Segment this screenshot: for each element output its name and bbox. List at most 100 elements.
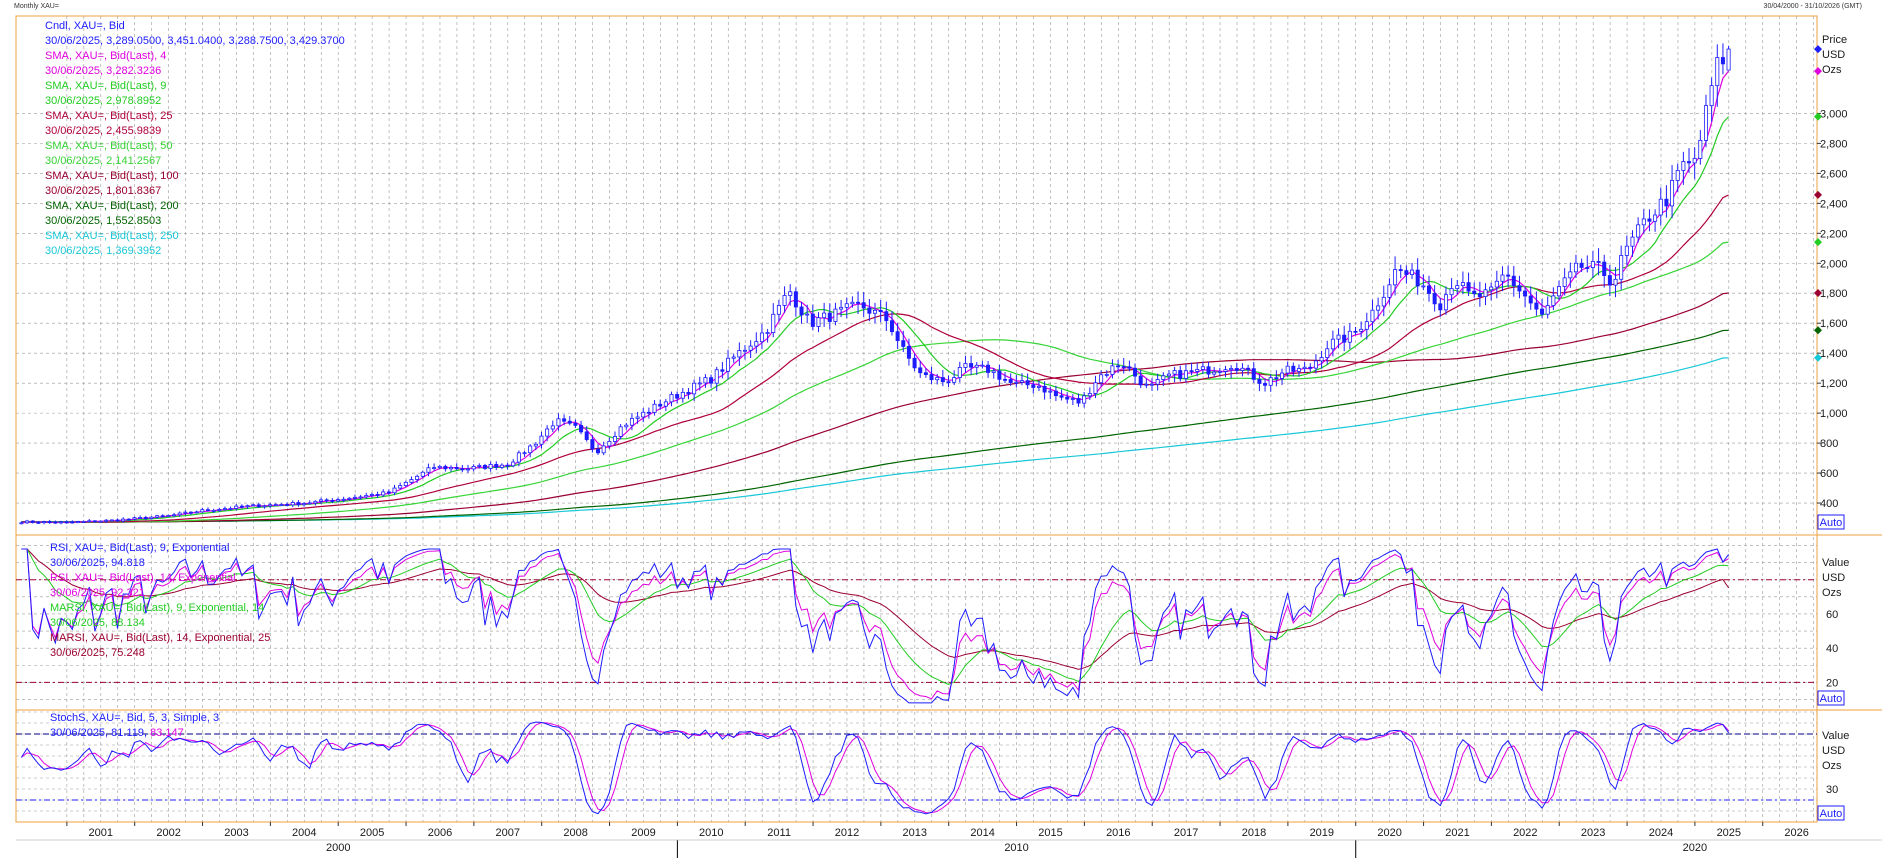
candle-body <box>1393 269 1398 286</box>
candle-body <box>251 504 256 507</box>
candle-body <box>884 311 889 322</box>
price-y-tick-label: 1,600 <box>1820 318 1848 330</box>
candle-body <box>358 496 363 499</box>
candle-body <box>1540 308 1545 315</box>
candle-body <box>1624 245 1629 256</box>
candle-body <box>759 332 764 343</box>
price-auto-button[interactable] <box>1817 514 1845 530</box>
candle-body <box>731 356 736 359</box>
price-y-tick-label: 2,400 <box>1820 198 1848 210</box>
stoch-series-d <box>21 722 1729 814</box>
candle-body <box>64 521 69 524</box>
legend-line: 30/06/2025, 94.818 <box>50 557 145 569</box>
candle-body <box>663 401 668 407</box>
candle-body <box>771 313 776 333</box>
marker-sma25 <box>1814 190 1822 199</box>
candle-body <box>25 520 30 524</box>
rsi-auto-button[interactable] <box>1817 690 1845 706</box>
candle-body <box>607 441 612 447</box>
candle-body <box>1110 365 1115 375</box>
candle-body <box>703 377 708 384</box>
candle-body <box>833 308 838 322</box>
x-tick-label: 2026 <box>1784 827 1808 839</box>
candle-body <box>1319 357 1324 362</box>
price-y-tick-label: 2,800 <box>1820 138 1848 150</box>
candle-body <box>680 391 685 399</box>
candle-body <box>285 504 290 506</box>
candle-body <box>1681 161 1686 171</box>
candle-body <box>482 465 487 469</box>
candle-body <box>1443 294 1448 311</box>
price-y-tick-label: 1,200 <box>1820 378 1848 390</box>
legend-line: 30/06/2025, 92.321 <box>50 587 145 599</box>
candle-body <box>545 428 550 437</box>
candle-body <box>160 515 165 518</box>
candle-body <box>1008 379 1013 383</box>
candle-body <box>471 466 476 470</box>
candle-body <box>1557 286 1562 297</box>
candle-body <box>675 394 680 399</box>
candle-body <box>1330 338 1335 350</box>
candle-body <box>1675 170 1680 181</box>
candle-body <box>268 504 273 507</box>
legend-line: SMA, XAU=, Bid(Last), 50 <box>45 140 173 152</box>
candle-body <box>1585 267 1590 269</box>
legend-line: 30/06/2025, 2,455.9839 <box>45 125 162 137</box>
candle-body <box>1121 366 1126 368</box>
candle-body <box>132 517 137 520</box>
marker-price <box>1814 45 1822 54</box>
candle-body <box>579 425 584 433</box>
candle-body <box>262 505 267 508</box>
stoch-auto-button[interactable] <box>1817 805 1845 821</box>
candle-body <box>1019 380 1024 383</box>
candle-body <box>1545 305 1550 315</box>
candle-body <box>432 467 437 469</box>
plot-frame <box>15 15 1818 823</box>
candle-body <box>1534 302 1539 310</box>
price-series-sma50 <box>21 241 1729 523</box>
candle-body <box>341 498 346 501</box>
candle-body <box>420 471 425 477</box>
candle-body <box>1116 365 1121 368</box>
candle-body <box>901 340 906 347</box>
stoch-k-value: 30/06/2025, 81.119, <box>50 727 151 739</box>
date-range-label: 30/04/2000 - 31/10/2026 (GMT) <box>1763 3 1862 10</box>
marker-sma50 <box>1814 238 1822 247</box>
candle-body <box>1206 366 1211 375</box>
price-y-tick-label: 2,600 <box>1820 168 1848 180</box>
candle-body <box>1472 290 1477 294</box>
candle-body <box>1059 395 1064 398</box>
candle-body <box>30 520 35 523</box>
stoch-y-tick-label: 30 <box>1826 784 1838 796</box>
candle-body <box>1636 224 1641 238</box>
candle-body <box>590 439 595 450</box>
candle-body <box>1353 330 1358 333</box>
candle-body <box>669 394 674 403</box>
price-axis-label: Ozs <box>1822 64 1842 76</box>
candle-body <box>1715 57 1720 87</box>
candle-body <box>652 403 657 413</box>
candle-body <box>58 521 63 524</box>
candle-body <box>714 369 719 384</box>
price-y-tick-label: 1,400 <box>1820 348 1848 360</box>
candle-body <box>403 481 408 487</box>
marker-sma4 <box>1814 67 1822 76</box>
candle-body <box>844 303 849 308</box>
rsi-axis-label: Value <box>1822 557 1849 569</box>
stoch-series-k <box>20 721 1730 815</box>
candle-body <box>528 445 533 454</box>
candle-body <box>782 295 787 306</box>
candle-body <box>75 521 80 524</box>
candle-body <box>1466 282 1471 292</box>
price-series-sma100 <box>21 292 1729 523</box>
legend-line: 30/06/2025, 2,141.2567 <box>45 155 162 167</box>
candle-body <box>1602 261 1607 276</box>
candle-body <box>940 377 945 383</box>
x-tick-label: 2009 <box>631 827 655 839</box>
legend-line: 30/06/2025, 3,282.3236 <box>45 65 162 77</box>
candle-body <box>307 502 312 505</box>
legend-line: 30/06/2025, 1,369.3952 <box>45 245 162 257</box>
candle-body <box>618 426 623 437</box>
candle-body <box>1302 366 1307 369</box>
